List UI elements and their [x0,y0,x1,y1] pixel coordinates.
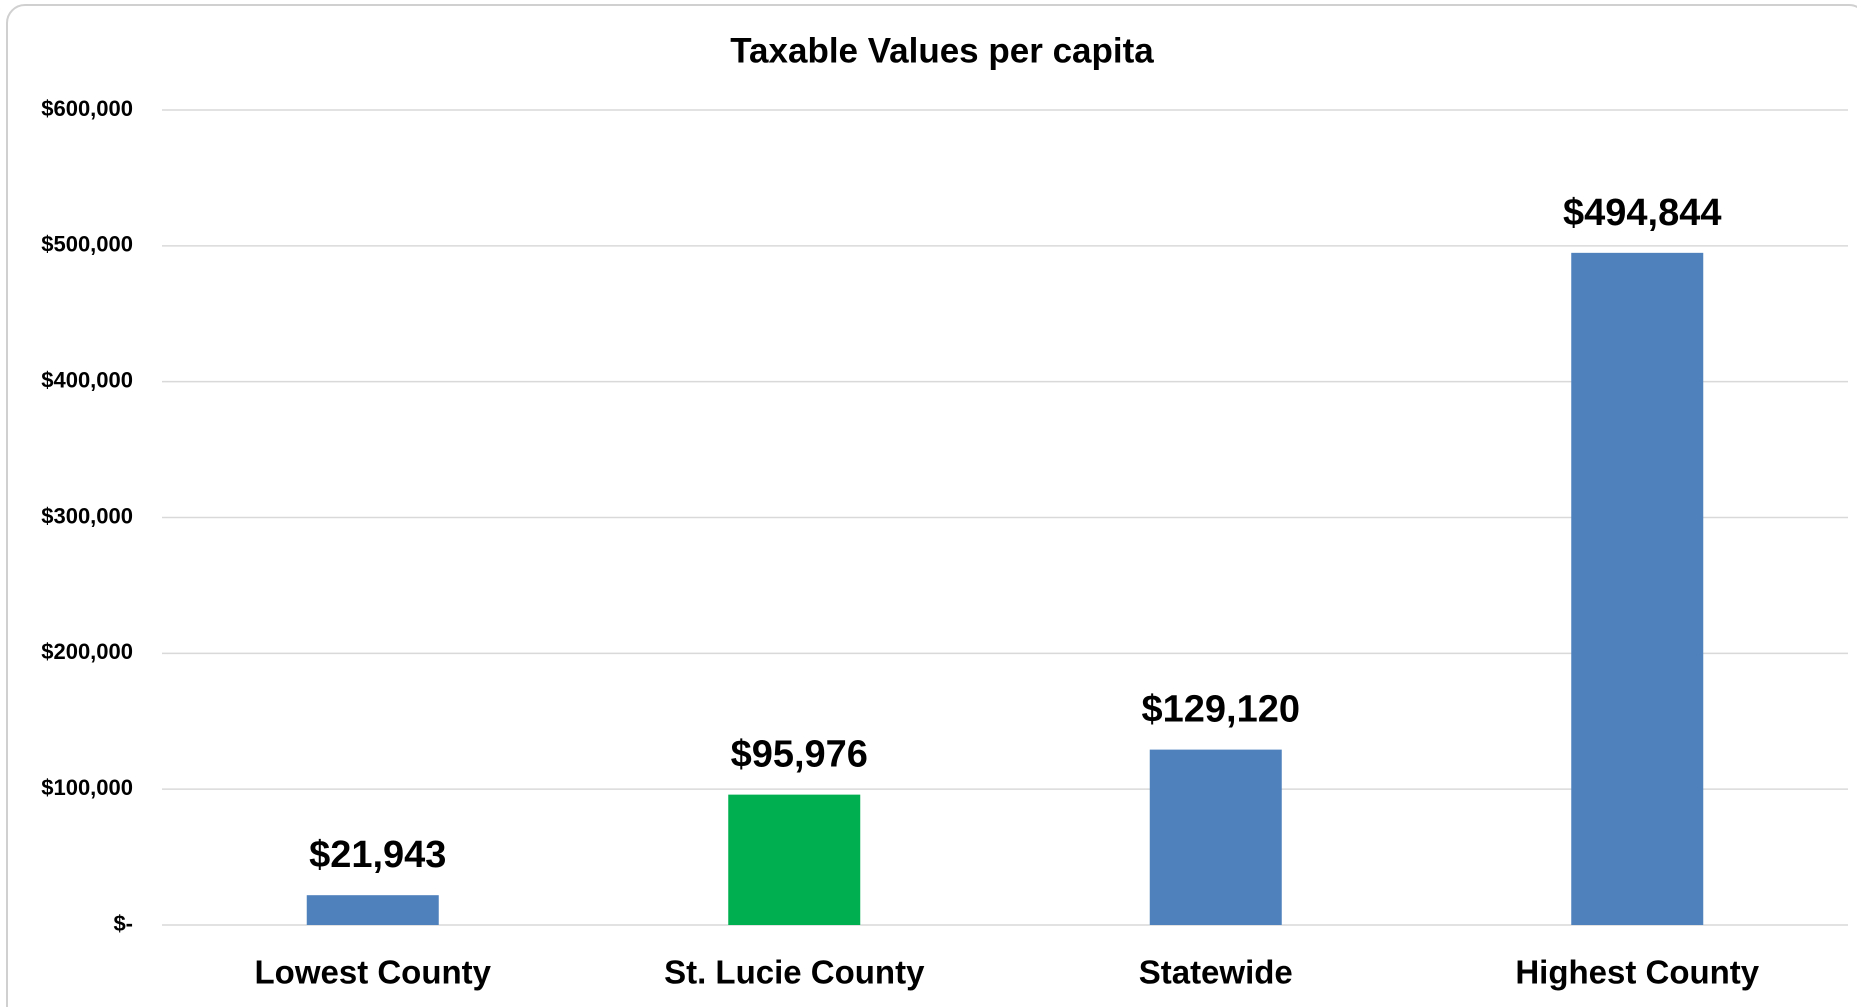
y-tick-label: $300,000 [41,503,133,528]
value-label: $95,976 [731,734,868,776]
x-tick-label: Highest County [1515,954,1759,991]
x-tick-label: Lowest County [255,954,492,991]
chart-frame [6,4,1857,1007]
value-label: $129,120 [1142,689,1301,731]
bar [306,895,439,925]
y-tick-label: $400,000 [41,367,133,392]
x-tick-label: Statewide [1139,954,1293,991]
y-tick-label: $200,000 [41,639,133,664]
value-label: $494,844 [1563,192,1722,234]
chart-title: Taxable Values per capita [730,31,1154,70]
bar [728,794,861,925]
x-tick-label: St. Lucie County [664,954,925,991]
value-label: $21,943 [309,834,446,876]
bar [1149,749,1282,925]
y-tick-label: $100,000 [41,775,133,800]
y-tick-label: $- [113,911,133,936]
y-tick-label: $600,000 [41,96,133,121]
y-tick-label: $500,000 [41,232,133,257]
bar [1571,252,1704,925]
